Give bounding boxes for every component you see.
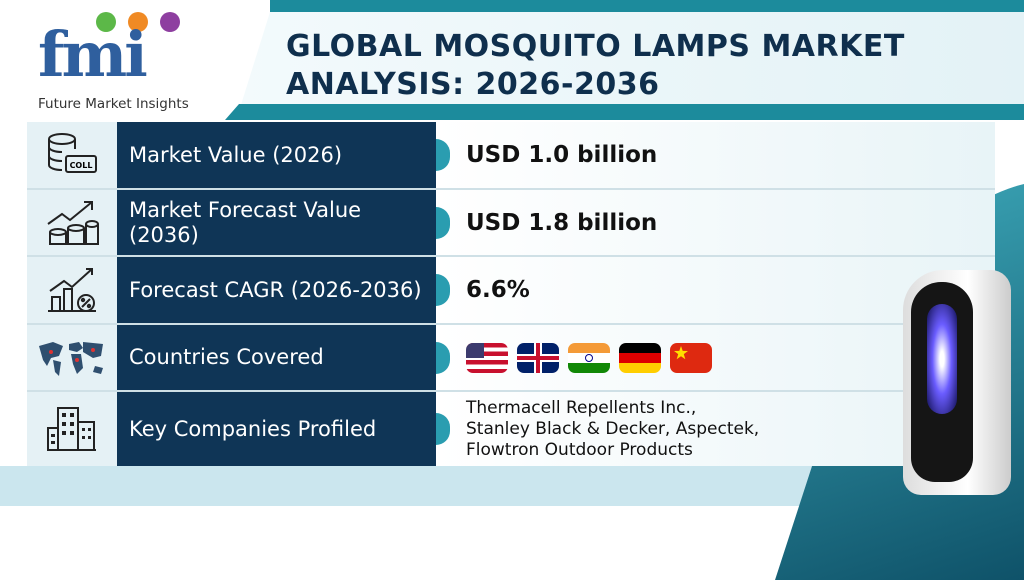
company-item: Stanley Black & Decker, Aspectek, (466, 418, 760, 439)
row-value-cell (433, 325, 995, 390)
notch (436, 413, 450, 445)
company-item: Flowtron Outdoor Products (466, 439, 693, 460)
notch (436, 341, 450, 374)
us-flag (466, 342, 508, 373)
mosquito-lamp-image (903, 270, 1011, 495)
companies-list: Thermacell Repellents Inc., Stanley Blac… (466, 398, 759, 461)
row-value: 6.6% (466, 277, 530, 303)
lamp-front (911, 282, 973, 482)
market-summary-table: COLL Market Value (2026) USD 1.0 billion… (27, 122, 995, 466)
row-label: Market Forecast Value (2036) (117, 190, 433, 255)
row-label: Key Companies Profiled (117, 392, 433, 466)
uv-tube (927, 304, 957, 414)
row-value-cell: USD 1.8 billion (433, 190, 995, 255)
row-value-cell: Thermacell Repellents Inc., Stanley Blac… (433, 392, 995, 466)
logo-dot-purple (160, 12, 180, 32)
row-label: Forecast CAGR (2026-2036) (117, 257, 433, 323)
coin-database-icon: COLL (27, 122, 117, 188)
logo-dot-green (96, 12, 116, 32)
coll-tag-text: COLL (70, 161, 93, 170)
company-item: Thermacell Repellents Inc., (466, 397, 697, 418)
world-map-icon (27, 325, 117, 390)
office-building-icon (27, 392, 117, 466)
header-top-bar (270, 0, 1024, 12)
logo-letters: fmi (38, 18, 148, 91)
row-label: Market Value (2026) (117, 122, 433, 188)
india-flag (568, 342, 610, 373)
uk-flag (517, 342, 559, 373)
title-band (240, 12, 1024, 108)
row-value: USD 1.8 billion (466, 209, 658, 236)
row-countries-covered: Countries Covered (27, 325, 995, 392)
row-value-cell: USD 1.0 billion (433, 122, 995, 188)
logo-dot-orange (128, 12, 148, 32)
cagr-chart-icon (27, 257, 117, 323)
row-forecast-cagr: Forecast CAGR (2026-2036) 6.6% (27, 257, 995, 325)
row-value-cell: 6.6% (433, 257, 995, 323)
china-flag (670, 342, 712, 373)
title-stripe (225, 104, 1024, 120)
row-value: USD 1.0 billion (466, 142, 658, 168)
germany-flag (619, 342, 661, 373)
fmi-logo: fmi Future Market Insights (38, 10, 218, 116)
logo-company-name: Future Market Insights (38, 96, 189, 112)
page-title: GLOBAL MOSQUITO LAMPS MARKET ANALYSIS: 2… (286, 28, 905, 104)
notch (436, 206, 450, 239)
title-line-2: ANALYSIS: 2026-2036 (286, 67, 660, 102)
title-line-1: GLOBAL MOSQUITO LAMPS MARKET (286, 29, 905, 64)
growth-coins-icon (27, 190, 117, 255)
row-label: Countries Covered (117, 325, 433, 390)
row-market-value: COLL Market Value (2026) USD 1.0 billion (27, 122, 995, 190)
row-forecast-value: Market Forecast Value (2036) USD 1.8 bil… (27, 190, 995, 257)
row-key-companies: Key Companies Profiled Thermacell Repell… (27, 392, 995, 466)
notch (436, 274, 450, 306)
notch (436, 139, 450, 171)
